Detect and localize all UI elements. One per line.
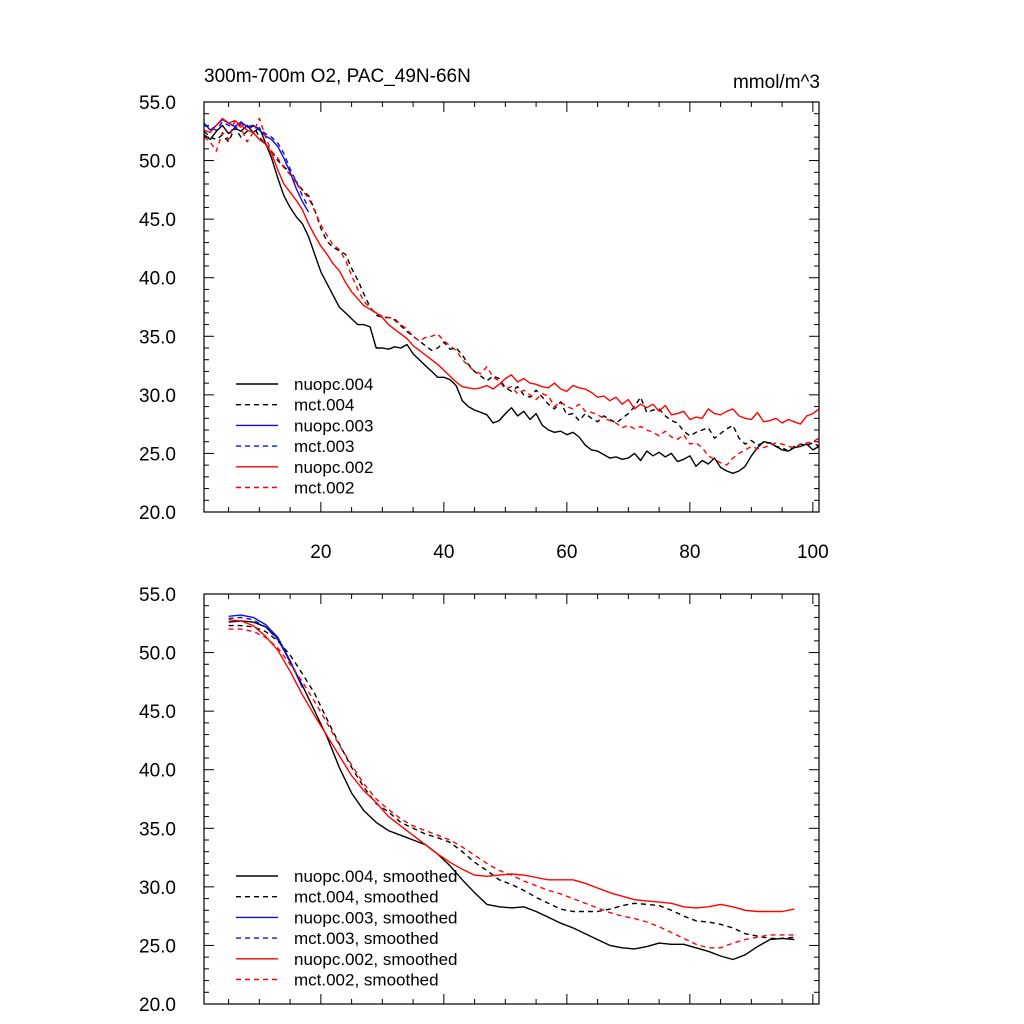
series-line — [203, 121, 310, 208]
series-lines — [203, 117, 820, 474]
y-tick-label: 55.0 — [139, 585, 176, 606]
series-lines — [228, 614, 795, 961]
legend-label: nuopc.002, smoothed — [294, 950, 458, 969]
y-tick-label: 20.0 — [139, 503, 176, 524]
y-axis-labels: 20.0 25.0 30.0 35.0 40.0 45.0 50.0 55.0 — [139, 93, 176, 524]
y-tick-label: 25.0 — [139, 444, 176, 465]
series-line — [203, 117, 820, 425]
legend-label: mct.003 — [294, 437, 354, 456]
legend-label: nuopc.002 — [294, 458, 373, 477]
series-line — [228, 624, 795, 940]
x-tick-label: 40 — [433, 542, 454, 563]
legend-label: mct.002, smoothed — [294, 971, 439, 990]
series-line — [228, 616, 304, 686]
y-tick-label: 45.0 — [139, 702, 176, 723]
y-tick-label: 30.0 — [139, 878, 176, 899]
y-tick-label: 50.0 — [139, 152, 176, 173]
y-tick-label: 30.0 — [139, 386, 176, 407]
legend-label: mct.002 — [294, 479, 354, 498]
series-line — [203, 118, 310, 213]
series-line — [203, 124, 820, 474]
legend-label: nuopc.003 — [294, 416, 373, 435]
plot-frame — [203, 101, 820, 513]
legend-label: mct.004 — [294, 396, 354, 415]
series-line — [203, 124, 820, 452]
axis-ticks — [204, 101, 819, 513]
series-line — [228, 619, 795, 913]
x-tick-label: 80 — [679, 542, 700, 563]
legend-label: mct.004, smoothed — [294, 888, 439, 907]
y-tick-label: 40.0 — [139, 269, 176, 290]
y-tick-label: 35.0 — [139, 327, 176, 348]
y-tick-label: 35.0 — [139, 819, 176, 840]
y-tick-label: 55.0 — [139, 93, 176, 114]
y-tick-label: 20.0 — [139, 995, 176, 1016]
legend-label: nuopc.004, smoothed — [294, 867, 458, 886]
legend-label: nuopc.004 — [294, 375, 373, 394]
top-panel: 300m-700m O2, PAC_49N-66N mmol/m^3 20.02… — [139, 66, 829, 563]
x-axis-labels: 20 40 60 80 100 — [310, 542, 828, 563]
y-tick-label: 40.0 — [139, 761, 176, 782]
y-axis-labels: 20.0 25.0 30.0 35.0 40.0 45.0 50.0 55.0 — [139, 585, 176, 1016]
legend-label: nuopc.003, smoothed — [294, 908, 458, 927]
x-tick-label: 60 — [556, 542, 577, 563]
chart-title: 300m-700m O2, PAC_49N-66N — [204, 66, 471, 87]
y-tick-label: 50.0 — [139, 644, 176, 665]
series-line — [228, 628, 795, 949]
x-tick-label: 20 — [310, 542, 331, 563]
legend-label: mct.003, smoothed — [294, 929, 439, 948]
series-line — [203, 117, 820, 466]
plot-frame — [203, 593, 820, 1005]
y-tick-label: 45.0 — [139, 210, 176, 231]
x-tick-label: 100 — [797, 542, 829, 563]
units-label: mmol/m^3 — [733, 72, 820, 93]
y-tick-label: 25.0 — [139, 936, 176, 957]
bottom-panel: 20.0 25.0 30.0 35.0 40.0 45.0 50.0 55.0 nuopc.0… — [139, 585, 820, 1016]
